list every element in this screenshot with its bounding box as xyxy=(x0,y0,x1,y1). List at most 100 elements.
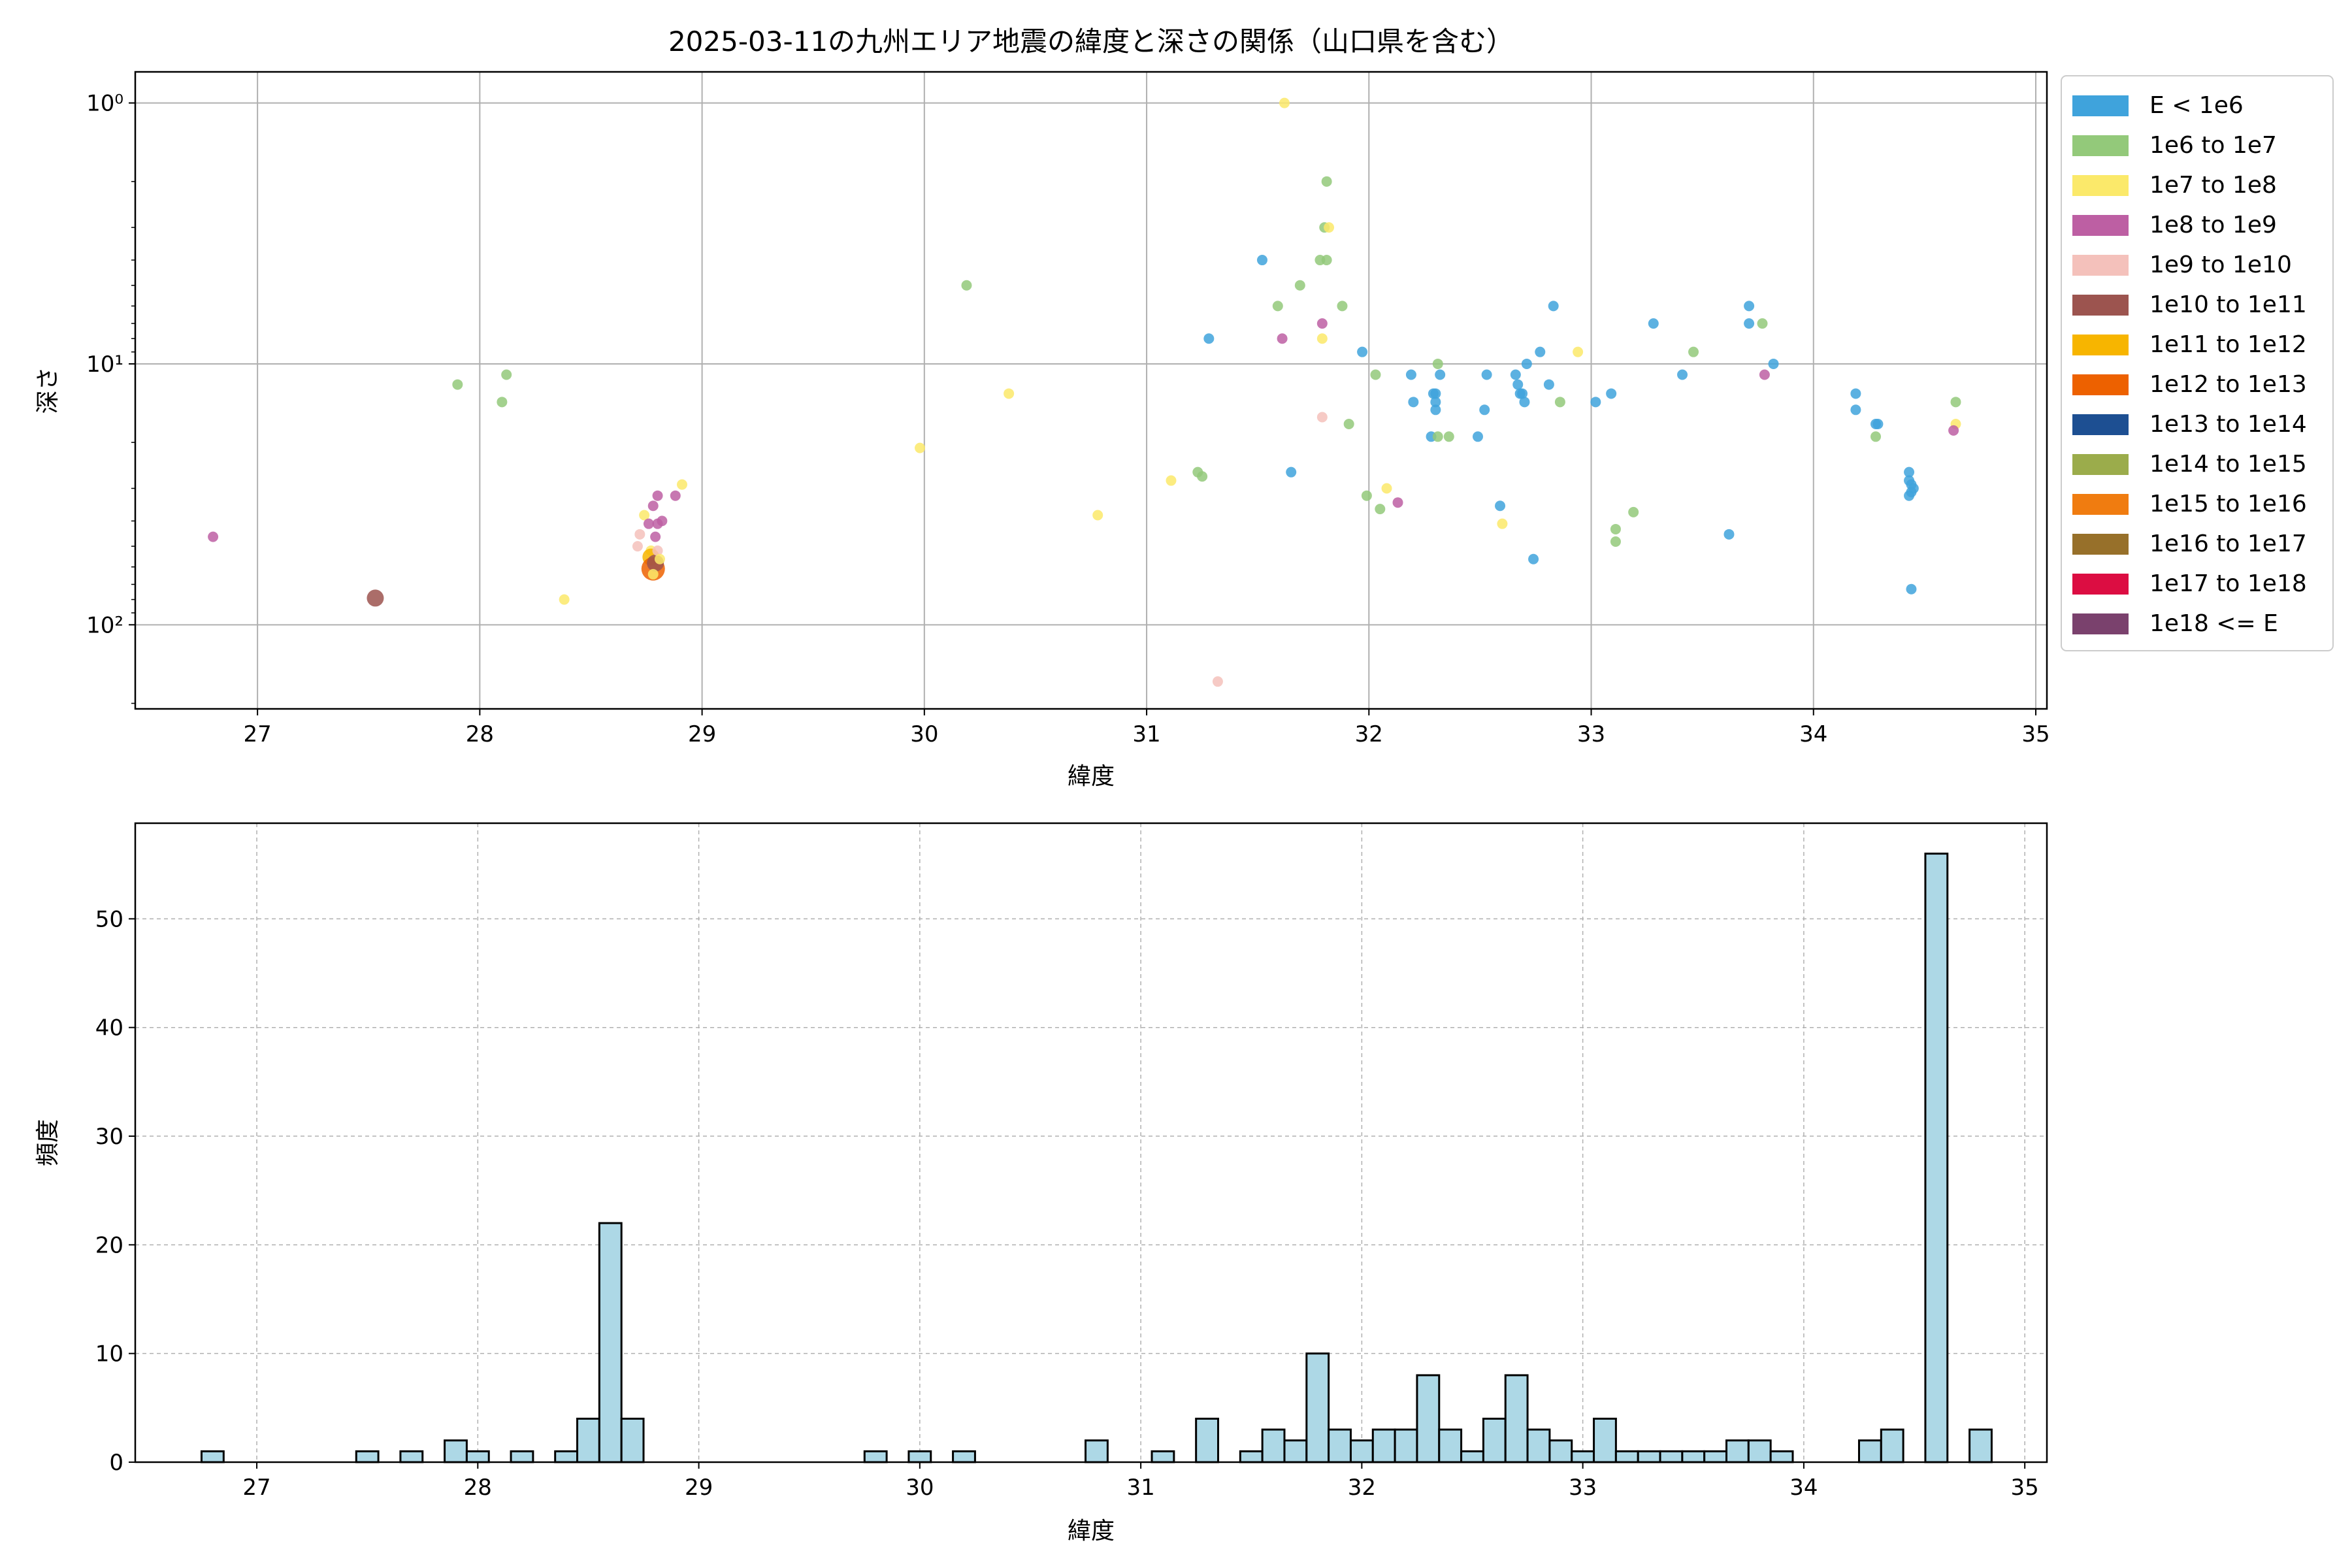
data-point xyxy=(670,490,681,501)
data-point xyxy=(1316,412,1328,423)
legend-label: 1e15 to 1e16 xyxy=(2149,491,2307,517)
data-point xyxy=(652,518,663,529)
data-point xyxy=(1197,471,1208,482)
histogram-bar xyxy=(1305,1352,1330,1463)
legend-swatch xyxy=(2072,335,2129,355)
scatter-plot-area: 27 28 29 30 31 32 33 34 35 10⁰ 10¹ 10² 緯度 深さ xyxy=(35,71,2050,790)
legend-label: 1e18 <= E xyxy=(2149,610,2278,637)
data-point xyxy=(1768,358,1779,369)
data-point xyxy=(1510,369,1521,380)
legend-swatch xyxy=(2072,454,2129,475)
histogram-bar xyxy=(1151,1450,1175,1463)
legend-label: 1e16 to 1e17 xyxy=(2149,531,2307,557)
histogram-bar xyxy=(355,1450,380,1463)
data-point xyxy=(1443,431,1454,442)
histogram-bar xyxy=(444,1439,468,1463)
histogram-bar xyxy=(510,1450,534,1463)
histogram-bar xyxy=(1526,1428,1551,1463)
y-axis-label: 深さ xyxy=(35,367,61,414)
histogram-bar xyxy=(1593,1417,1617,1463)
histogram-bar xyxy=(576,1417,600,1463)
data-point xyxy=(1872,418,1884,429)
legend: E < 1e6 1e6 to 1e7 1e7 to 1e8 1e8 to 1e9 1e9… xyxy=(2061,75,2334,651)
data-point xyxy=(1677,369,1688,380)
histogram-bar xyxy=(1239,1450,1264,1463)
histogram-bar xyxy=(598,1222,623,1463)
histogram-bar xyxy=(1769,1450,1794,1463)
legend-label: 1e12 to 1e13 xyxy=(2149,371,2307,398)
data-point xyxy=(1628,506,1639,517)
data-point xyxy=(1361,490,1372,501)
histogram-bar xyxy=(1482,1417,1507,1463)
data-point xyxy=(632,541,643,552)
legend-swatch xyxy=(2072,135,2129,156)
data-point xyxy=(1850,388,1861,399)
histogram-bar xyxy=(1571,1450,1595,1463)
histogram-bar xyxy=(1968,1428,1993,1463)
x-tick-label: 28 xyxy=(466,721,494,747)
histogram-bar xyxy=(1637,1450,1661,1463)
data-point xyxy=(1381,483,1392,494)
data-point xyxy=(1212,676,1223,687)
data-point xyxy=(1481,369,1492,380)
data-point xyxy=(1744,318,1755,329)
data-point xyxy=(1004,388,1015,399)
data-point xyxy=(367,589,384,607)
data-point xyxy=(1286,466,1297,478)
x-tick-label: 29 xyxy=(685,1475,713,1501)
data-point xyxy=(1321,255,1332,266)
y-tick-label: 20 xyxy=(95,1232,123,1258)
data-point xyxy=(1430,388,1441,399)
data-point xyxy=(1435,369,1446,380)
legend-swatch xyxy=(2072,295,2129,316)
legend-label: 1e13 to 1e14 xyxy=(2149,411,2307,438)
x-tick-label: 32 xyxy=(1348,1475,1376,1501)
data-point xyxy=(1548,301,1559,312)
x-tick-label: 33 xyxy=(1577,721,1605,747)
data-point xyxy=(1908,483,1919,494)
data-point xyxy=(1337,301,1348,312)
data-point xyxy=(559,594,570,605)
legend-swatch xyxy=(2072,374,2129,395)
plot-background xyxy=(135,72,2047,709)
legend-swatch xyxy=(2072,215,2129,236)
x-tick-label: 28 xyxy=(464,1475,492,1501)
data-point xyxy=(1870,431,1882,442)
legend-label: 1e8 to 1e9 xyxy=(2149,212,2277,238)
histogram-bar xyxy=(1504,1374,1529,1463)
x-axis-label: 緯度 xyxy=(1068,1518,1115,1544)
histogram-bar xyxy=(1349,1439,1374,1463)
histogram-bar xyxy=(1880,1428,1904,1463)
data-point xyxy=(1203,333,1215,344)
x-tick-label: 29 xyxy=(688,721,716,747)
data-point xyxy=(1648,318,1659,329)
y-tick-label: 50 xyxy=(95,906,123,932)
histogram-bar xyxy=(1548,1439,1573,1463)
histogram-bar xyxy=(1460,1450,1484,1463)
chart-title: 2025-03-11の九州エリア地震の緯度と深さの関係（山口県を含む） xyxy=(668,25,1514,57)
data-point xyxy=(1535,346,1546,357)
data-point xyxy=(1590,397,1601,408)
data-point xyxy=(1279,97,1290,108)
histogram-bar xyxy=(1371,1428,1396,1463)
x-tick-label: 31 xyxy=(1126,1475,1154,1501)
data-point xyxy=(1432,358,1443,369)
data-point xyxy=(1948,425,1959,436)
histogram-bar xyxy=(620,1417,645,1463)
histogram-bar xyxy=(1085,1439,1109,1463)
data-point xyxy=(1850,404,1861,416)
x-tick-label: 34 xyxy=(1789,1475,1818,1501)
legend-swatch xyxy=(2072,95,2129,116)
data-point xyxy=(1272,301,1283,312)
x-tick-label: 31 xyxy=(1132,721,1160,747)
data-point xyxy=(676,479,687,490)
histogram-bar xyxy=(1857,1439,1882,1463)
plot-frame xyxy=(134,822,2048,1463)
data-point xyxy=(1405,369,1416,380)
data-point xyxy=(1408,397,1419,408)
data-point xyxy=(1512,379,1524,390)
data-point xyxy=(915,442,926,453)
data-point xyxy=(1759,369,1770,380)
histogram-bar xyxy=(465,1450,490,1463)
